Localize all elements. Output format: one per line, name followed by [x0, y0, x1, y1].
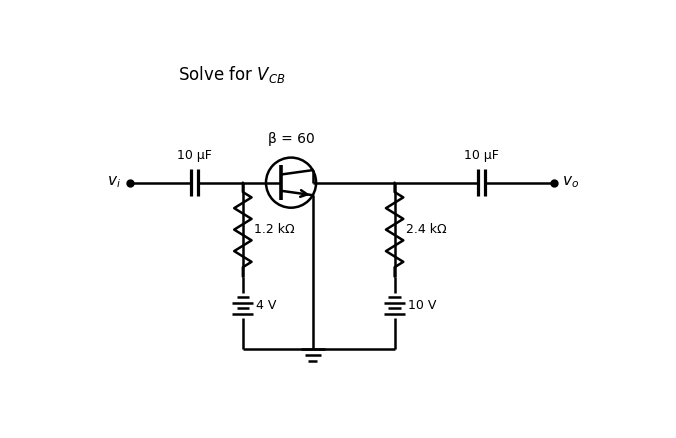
Text: 10 V: 10 V	[408, 299, 437, 312]
Text: $v_o$: $v_o$	[562, 175, 579, 191]
Text: 4 V: 4 V	[256, 299, 276, 312]
Text: 10 μF: 10 μF	[177, 149, 212, 162]
Text: 1.2 kΩ: 1.2 kΩ	[254, 223, 295, 236]
Text: 10 μF: 10 μF	[464, 149, 499, 162]
Text: $v_i$: $v_i$	[107, 175, 121, 191]
Text: Solve for $V_{CB}$: Solve for $V_{CB}$	[178, 64, 285, 85]
Text: 2.4 kΩ: 2.4 kΩ	[406, 223, 446, 236]
Text: β = 60: β = 60	[268, 131, 314, 145]
